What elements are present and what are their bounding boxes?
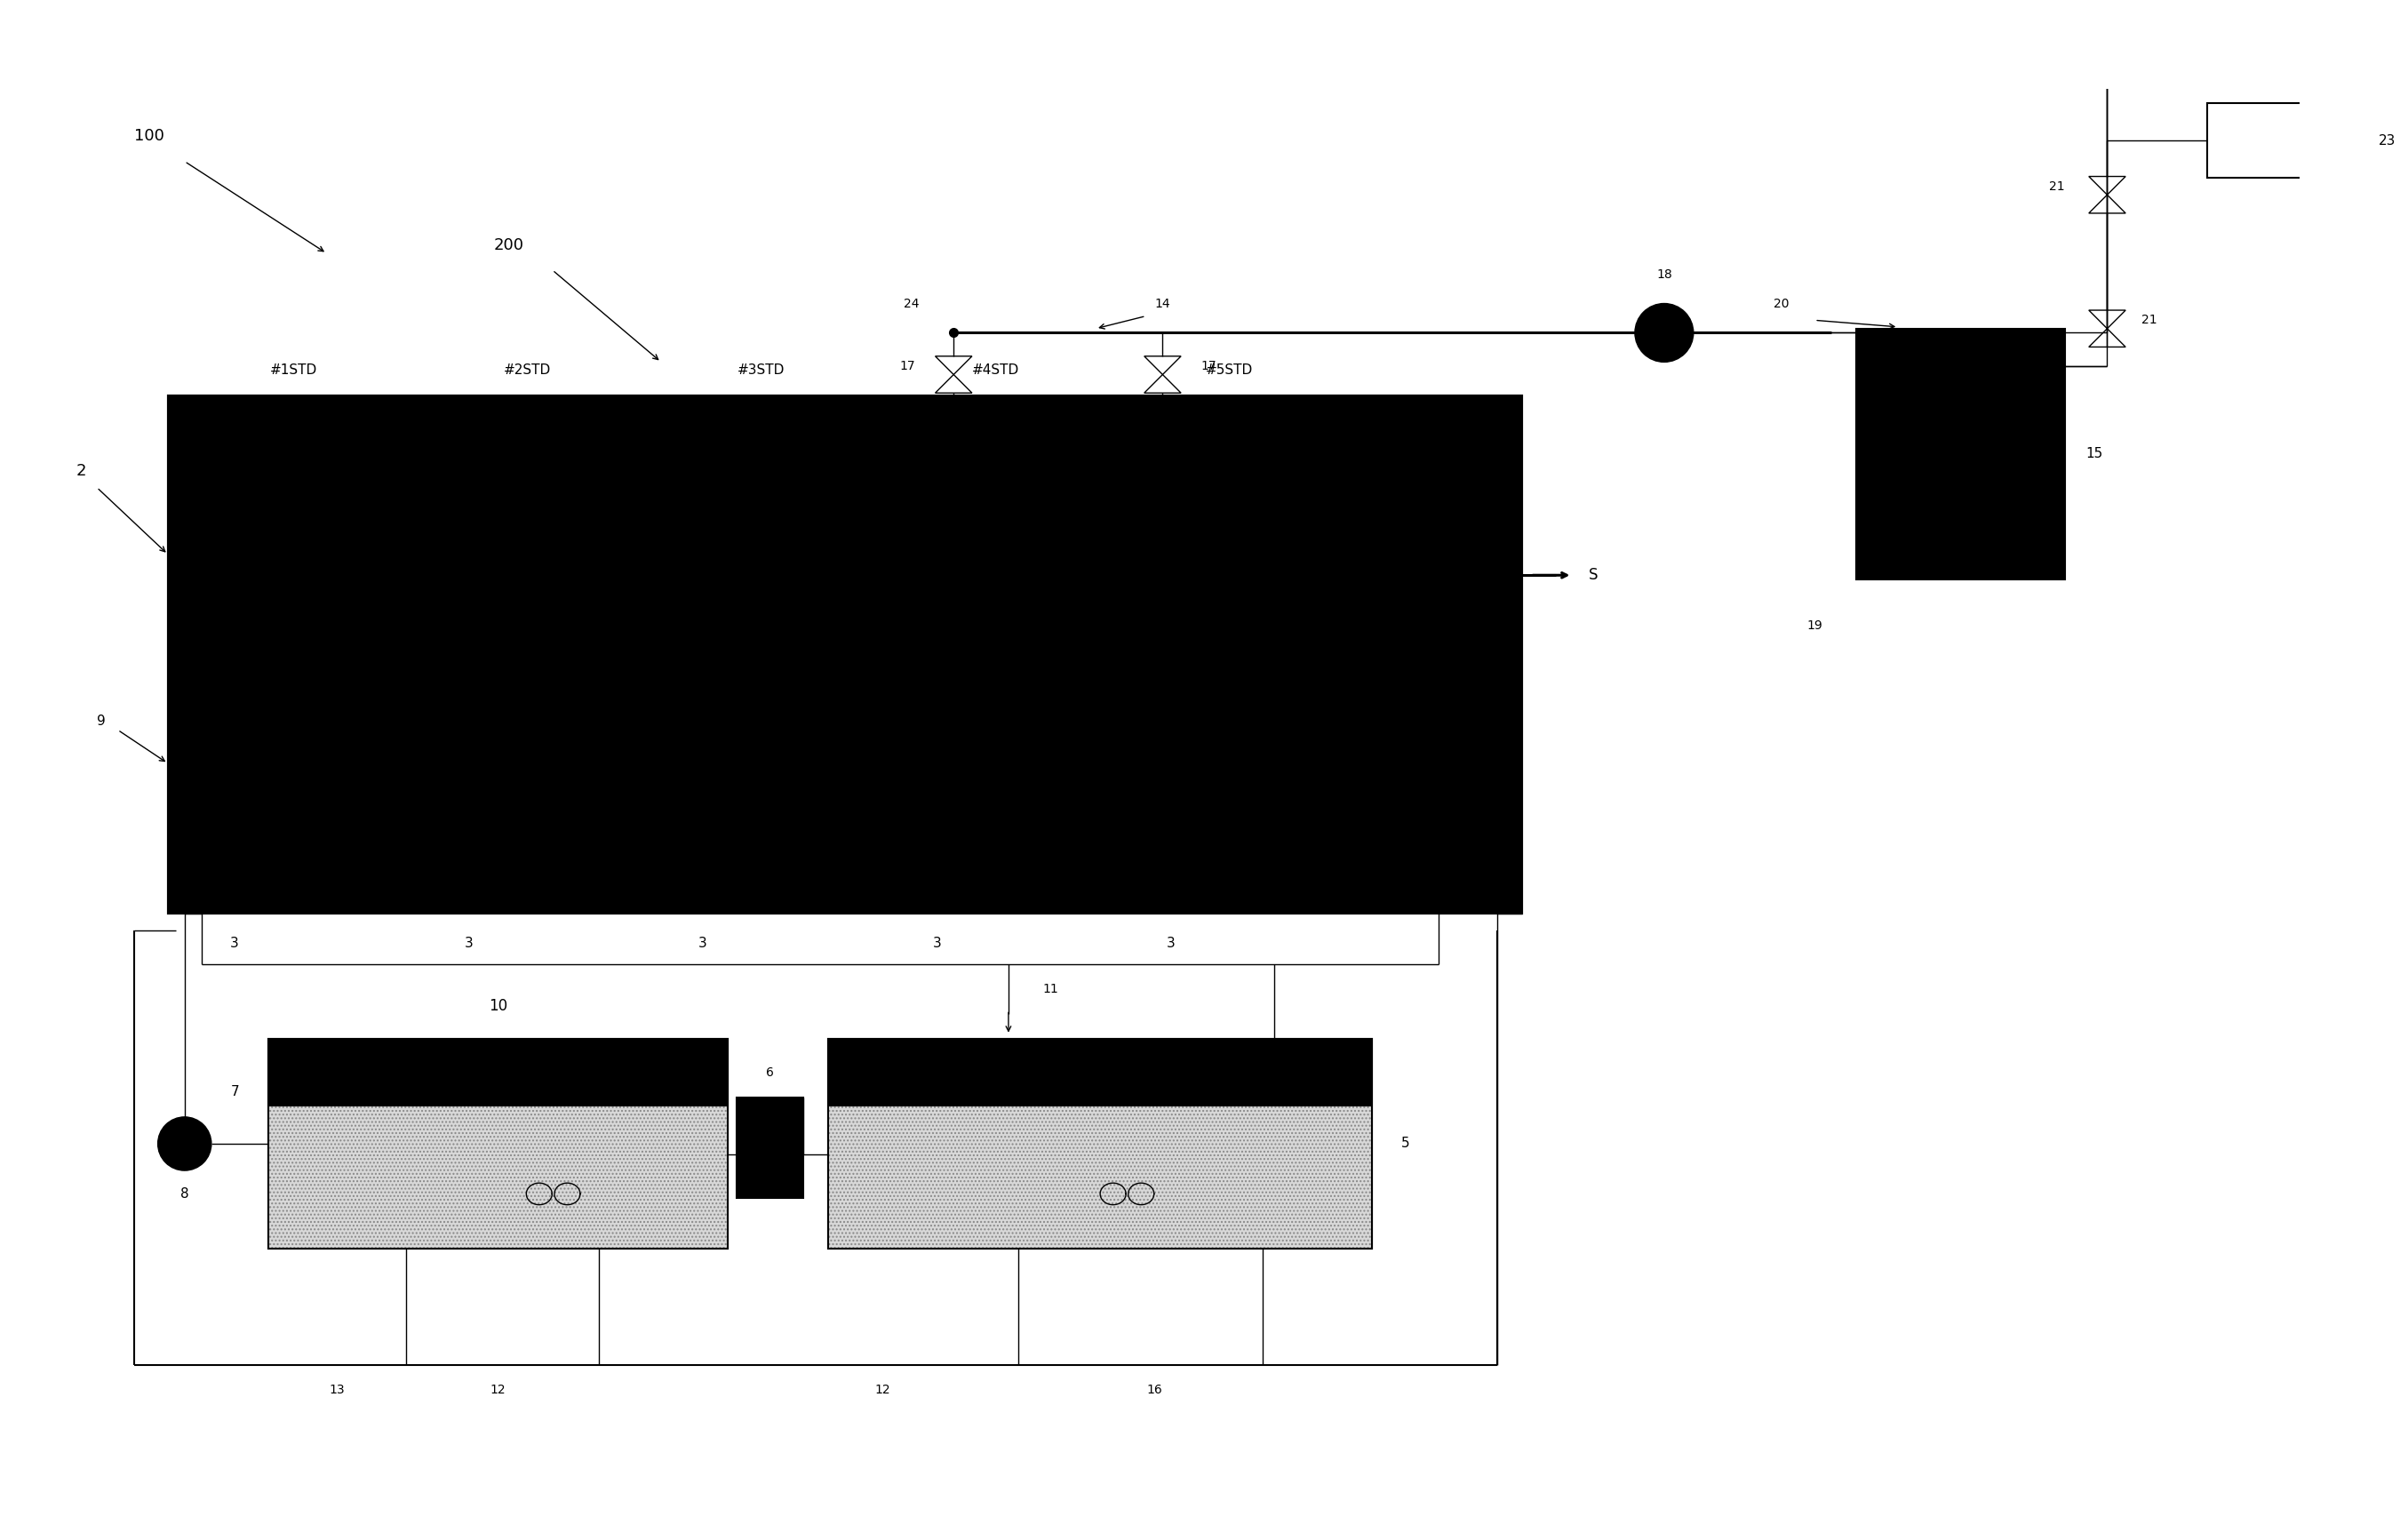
Text: 26: 26 xyxy=(901,397,915,410)
Text: 4: 4 xyxy=(1060,531,1067,543)
Text: 16: 16 xyxy=(1146,1384,1163,1397)
Text: 200: 200 xyxy=(494,237,525,253)
Bar xyxy=(169,396,1522,913)
Text: 5: 5 xyxy=(1401,1138,1409,1150)
Text: 3: 3 xyxy=(1165,936,1175,950)
Bar xyxy=(1038,513,1052,608)
Text: 23: 23 xyxy=(2379,133,2396,147)
Text: 2: 2 xyxy=(77,463,87,479)
Bar xyxy=(1146,513,1161,608)
Text: 25: 25 xyxy=(889,623,903,636)
Text: 15: 15 xyxy=(2085,448,2102,461)
Text: #1STD: #1STD xyxy=(270,364,318,378)
Text: S: S xyxy=(1589,567,1599,583)
Text: 21: 21 xyxy=(2049,181,2066,193)
Text: 4: 4 xyxy=(359,531,366,543)
Text: 3: 3 xyxy=(698,936,708,950)
Text: 7: 7 xyxy=(231,1085,238,1098)
Text: 3: 3 xyxy=(465,936,472,950)
Bar xyxy=(1271,513,1288,608)
Bar xyxy=(737,1098,804,1198)
Text: 25: 25 xyxy=(1122,623,1137,636)
Text: P: P xyxy=(1662,328,1666,338)
Text: 10: 10 xyxy=(489,998,508,1013)
Bar xyxy=(169,396,1522,913)
Bar xyxy=(828,1106,1373,1248)
Text: P: P xyxy=(181,1138,188,1150)
Bar xyxy=(2208,0,2357,27)
Text: 17: 17 xyxy=(901,360,915,373)
Text: 13: 13 xyxy=(330,1384,344,1397)
Bar xyxy=(828,1039,1373,1248)
Circle shape xyxy=(159,1117,212,1171)
Text: 8: 8 xyxy=(181,1188,188,1200)
Text: 12: 12 xyxy=(874,1384,891,1397)
Text: 100: 100 xyxy=(135,129,164,144)
Text: #5STD: #5STD xyxy=(1206,364,1252,378)
Text: 4: 4 xyxy=(1293,531,1303,543)
Text: #2STD: #2STD xyxy=(503,364,551,378)
Text: 3: 3 xyxy=(231,936,238,950)
Text: 11: 11 xyxy=(1043,983,1057,995)
Bar xyxy=(267,1106,727,1248)
Text: 9: 9 xyxy=(96,715,106,728)
Text: #3STD: #3STD xyxy=(737,364,785,378)
Bar xyxy=(2208,103,2357,177)
Bar xyxy=(267,1039,727,1248)
Circle shape xyxy=(1635,303,1693,363)
Text: 20: 20 xyxy=(1772,297,1789,309)
Text: 12: 12 xyxy=(491,1384,506,1397)
Text: 18: 18 xyxy=(1657,269,1671,281)
Bar xyxy=(828,1039,1373,1248)
Text: 4: 4 xyxy=(592,531,600,543)
Text: 17: 17 xyxy=(1202,360,1216,373)
Text: 21: 21 xyxy=(2141,314,2158,326)
Text: 24: 24 xyxy=(903,297,920,309)
Bar xyxy=(267,1039,727,1248)
Text: 3: 3 xyxy=(932,936,942,950)
Bar xyxy=(913,513,927,608)
Text: 26: 26 xyxy=(1202,397,1216,410)
Text: #4STD: #4STD xyxy=(973,364,1019,378)
Text: 14: 14 xyxy=(1156,297,1170,309)
Text: 4: 4 xyxy=(826,531,833,543)
Text: 6: 6 xyxy=(766,1066,773,1079)
Bar xyxy=(1857,329,2066,579)
Text: 19: 19 xyxy=(1806,619,1823,631)
